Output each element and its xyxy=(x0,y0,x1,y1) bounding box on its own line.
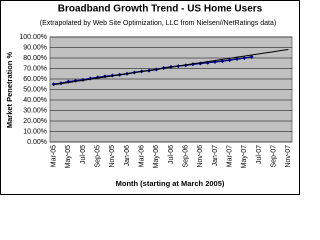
y-tick-label: 20.00% xyxy=(23,118,47,125)
y-tick-label: 40.00% xyxy=(23,97,47,104)
data-point xyxy=(191,62,195,67)
y-axis-title: Market Penetration % xyxy=(5,52,14,129)
data-point xyxy=(242,56,247,60)
x-tick-label: May-07 xyxy=(241,145,248,168)
x-tick-label: Jan-07 xyxy=(212,145,219,167)
chart: Broadband Growth Trend - US Home Users (… xyxy=(0,0,300,195)
x-tick-label: May-05 xyxy=(65,145,72,168)
x-tick-label: Jan-06 xyxy=(124,145,131,167)
x-tick-label: Mar-05 xyxy=(51,145,58,167)
y-tick-label: 10.00% xyxy=(23,128,47,135)
y-tick-label: 0.00% xyxy=(27,139,47,146)
y-tick-label: 50.00% xyxy=(23,86,47,93)
x-tick-label: Sep-07 xyxy=(271,145,278,168)
data-point xyxy=(235,57,239,62)
x-tick-label: Nov-07 xyxy=(285,145,292,168)
x-tick-label: Jul-07 xyxy=(256,145,263,164)
y-tick-label: 100.00% xyxy=(19,34,47,41)
series-line xyxy=(53,49,289,86)
x-tick-label: Nov-06 xyxy=(197,145,204,168)
x-tick-label: Nov-05 xyxy=(109,145,116,168)
x-tick-label: Sep-05 xyxy=(95,145,102,168)
x-axis-title: Month (starting at March 2005) xyxy=(116,179,225,188)
data-point xyxy=(249,54,254,59)
x-tick-label: Jul-06 xyxy=(168,145,175,164)
x-tick-label: May-06 xyxy=(153,145,160,168)
chart-title: Broadband Growth Trend - US Home Users xyxy=(58,4,263,15)
x-tick-label: Sep-06 xyxy=(183,145,190,168)
x-tick-label: Mar-07 xyxy=(227,145,234,167)
y-tick-label: 80.00% xyxy=(23,55,47,62)
y-tick-label: 90.00% xyxy=(23,44,47,51)
data-point xyxy=(220,59,225,64)
y-tick-label: 70.00% xyxy=(23,65,47,72)
y-tick-label: 30.00% xyxy=(23,107,47,114)
y-tick-label: 60.00% xyxy=(23,76,47,83)
data-point xyxy=(51,82,56,87)
data-point xyxy=(227,58,232,63)
x-tick-label: Jul-05 xyxy=(80,145,87,164)
x-tick-label: Mar-06 xyxy=(139,145,146,167)
chart-subtitle: (Extrapolated by Web Site Optimization, … xyxy=(40,20,276,27)
